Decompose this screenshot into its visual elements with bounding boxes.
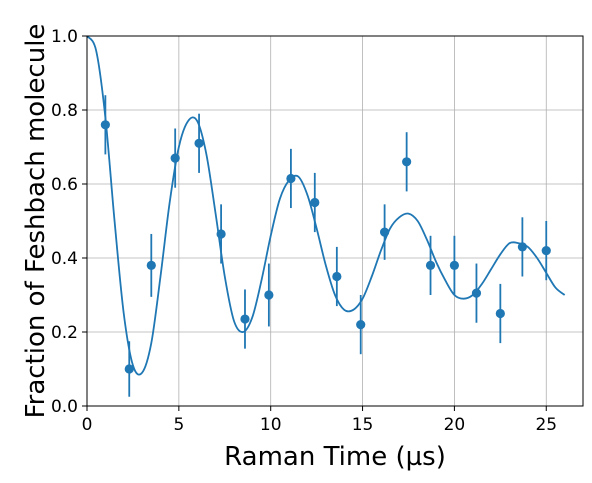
plot-frame	[86, 35, 584, 407]
x-tick-label: 15	[352, 415, 374, 435]
data-point	[194, 113, 204, 173]
data-marker	[264, 290, 274, 300]
x-tick-label: 25	[535, 415, 557, 435]
data-marker	[517, 242, 527, 252]
x-axis-label: Raman Time (µs)	[224, 442, 446, 472]
data-marker	[332, 271, 342, 282]
ticks: 0 5 10 15 20 25 0.0 0.2 0.4 0.6 0.8 1.0	[51, 27, 557, 435]
data-point	[100, 95, 110, 155]
data-point	[146, 233, 156, 297]
data-marker	[356, 320, 366, 330]
y-tick-label: 1.0	[51, 27, 78, 47]
data-marker	[170, 153, 180, 163]
x-tick-label: 10	[260, 415, 282, 435]
data-point	[286, 148, 296, 209]
y-tick-label: 0.8	[51, 101, 78, 121]
data-point	[170, 128, 180, 188]
data-marker	[471, 288, 482, 298]
data-marker	[240, 314, 250, 324]
x-tick-label: 20	[444, 415, 466, 435]
data-marker	[449, 260, 460, 270]
y-tick-label: 0.6	[51, 175, 78, 195]
data-point	[332, 246, 342, 307]
data-marker	[380, 227, 390, 237]
data-marker	[124, 364, 134, 374]
y-tick-label: 0.2	[51, 323, 78, 343]
data-point	[380, 204, 390, 260]
data-marker	[541, 246, 551, 256]
data-point	[216, 204, 226, 264]
x-tick-label: 5	[173, 415, 184, 435]
data-point	[356, 295, 366, 355]
data-point	[310, 172, 320, 233]
data-marker	[425, 260, 436, 270]
y-tick-label: 0.0	[51, 397, 78, 417]
data-marker	[100, 120, 110, 130]
data-marker	[402, 157, 412, 167]
fit-curve-layer	[87, 36, 566, 376]
data-marker	[216, 229, 226, 239]
grid	[86, 35, 583, 407]
y-axis-label: Fraction of Feshbach molecule	[21, 24, 51, 419]
x-tick-label: 0	[82, 415, 93, 435]
data-point	[240, 289, 250, 349]
data-points-layer	[100, 95, 551, 397]
y-tick-label: 0.4	[51, 249, 78, 269]
data-point	[402, 132, 412, 192]
fit-curve	[87, 36, 566, 376]
data-marker	[146, 260, 156, 270]
data-marker	[194, 138, 204, 148]
data-marker	[286, 173, 296, 184]
data-marker	[310, 197, 320, 208]
data-point	[541, 221, 551, 281]
data-point	[517, 217, 527, 277]
data-point	[425, 235, 436, 295]
data-point	[124, 341, 134, 397]
data-point	[495, 283, 505, 344]
data-point	[471, 263, 482, 323]
data-point	[264, 263, 274, 327]
data-point	[449, 235, 460, 295]
data-marker	[495, 308, 505, 319]
